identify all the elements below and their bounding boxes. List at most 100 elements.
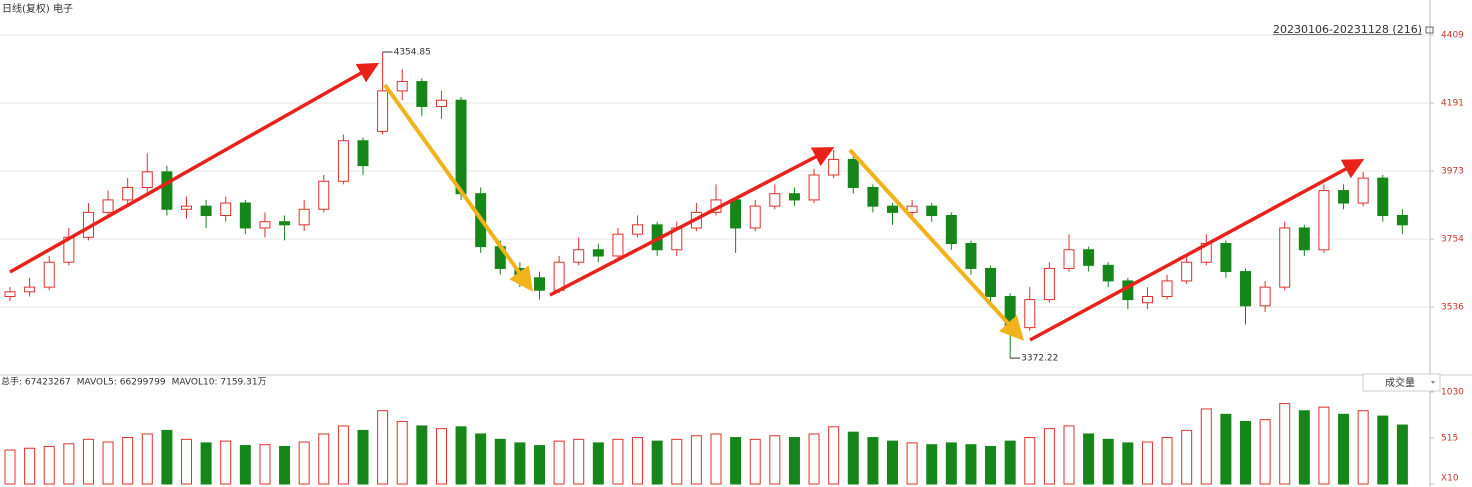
annotation: 4354.85 xyxy=(394,48,431,58)
trend-arrow xyxy=(848,148,1025,341)
candle-body xyxy=(1298,227,1310,251)
candle-body xyxy=(1259,286,1271,307)
candle-body xyxy=(1357,177,1369,204)
volume-bar xyxy=(122,437,134,485)
volume-bar xyxy=(1396,424,1408,485)
volume-bar xyxy=(1240,420,1251,485)
candle-body xyxy=(298,208,310,226)
volume-bar xyxy=(161,429,173,485)
lock-icon xyxy=(1425,26,1434,34)
volume-bar xyxy=(279,445,291,485)
volume-bar xyxy=(357,429,369,485)
candle-body xyxy=(1318,190,1330,251)
chart-title: 日线(复权) 电子 xyxy=(2,2,73,15)
candle-body xyxy=(1396,214,1408,226)
volume-bar xyxy=(1122,442,1134,485)
volume-bar xyxy=(769,435,781,485)
volume-bar xyxy=(749,438,761,485)
candle-body xyxy=(926,205,938,216)
candle-body xyxy=(828,158,840,176)
candle-body xyxy=(318,180,330,210)
selector-label[interactable]: 成交量 xyxy=(1385,376,1415,389)
volume-bar xyxy=(377,410,389,485)
volume-bar xyxy=(926,444,938,485)
volume-bar xyxy=(828,426,840,485)
trend-arrows xyxy=(9,62,1365,342)
y-tick-label: 4191 xyxy=(1441,99,1464,109)
candle-body xyxy=(573,249,585,263)
volume-bar xyxy=(63,443,75,485)
y-tick-label: 3973 xyxy=(1441,166,1464,176)
volume-bar xyxy=(396,420,408,485)
volume-bar xyxy=(1298,410,1310,485)
volume-bar xyxy=(867,437,879,485)
y-tick-label: 3754 xyxy=(1441,235,1464,245)
candle-body xyxy=(43,261,55,288)
range-label: 20230106-20231128 (216) xyxy=(1273,23,1422,36)
indicator-selector[interactable] xyxy=(1362,373,1441,392)
volume-bar xyxy=(1043,428,1055,485)
candle-body xyxy=(1240,271,1251,307)
candle-body xyxy=(592,249,604,257)
volume-bar xyxy=(102,441,114,485)
volume-bar xyxy=(632,437,644,485)
candle-body xyxy=(4,291,16,297)
candle-body xyxy=(161,171,173,210)
volume-bar xyxy=(4,449,16,485)
volume-bar xyxy=(710,433,722,485)
volume-bar xyxy=(200,442,212,485)
trend-arrow xyxy=(549,147,835,297)
volume-bar xyxy=(788,437,800,485)
volume-bar xyxy=(239,445,251,485)
volume-bar xyxy=(1259,419,1271,485)
candle-body xyxy=(1220,243,1232,273)
volume-bar xyxy=(612,438,624,485)
volume-bar xyxy=(1024,437,1036,485)
candle-body xyxy=(965,243,977,269)
candle-body xyxy=(788,193,800,201)
volume-bar xyxy=(24,447,36,485)
candle-body xyxy=(1102,264,1114,282)
y-tick-label: 3536 xyxy=(1441,303,1464,313)
candle-body xyxy=(1279,227,1291,288)
volume-bar xyxy=(220,440,232,485)
candle-body xyxy=(200,205,212,216)
volume-bar xyxy=(730,437,742,485)
volume-bar xyxy=(1200,408,1212,485)
candle-body xyxy=(122,186,134,201)
candle-body xyxy=(455,99,467,195)
candle-body xyxy=(867,186,879,207)
volume-legend: 总手: 67423267 xyxy=(1,376,71,388)
candle-body xyxy=(377,90,389,132)
candle-body xyxy=(1161,280,1173,297)
candle-body xyxy=(337,140,349,182)
candle-body xyxy=(534,277,545,291)
candle-body xyxy=(906,205,918,213)
volume-bar xyxy=(1279,403,1291,485)
candle-body xyxy=(1181,261,1193,282)
volume-bar xyxy=(475,433,487,485)
trend-arrow xyxy=(9,62,380,274)
candle-body xyxy=(259,221,271,229)
volume-bar xyxy=(1102,438,1114,485)
volume-bar xyxy=(808,433,820,485)
y-tick-label: 4409 xyxy=(1441,31,1464,41)
volume-bar xyxy=(985,445,997,485)
candle-body xyxy=(612,233,624,257)
candle-body xyxy=(416,81,428,107)
volume-bar xyxy=(553,440,565,485)
candle-body xyxy=(102,199,114,213)
candle-body xyxy=(985,267,997,297)
volume-legend: MAVOL5: 66299799 xyxy=(77,378,166,388)
dropdown-arrow[interactable] xyxy=(1431,381,1435,384)
volume-bar xyxy=(494,438,506,485)
candle-body xyxy=(1083,249,1095,266)
candle-body xyxy=(239,202,251,229)
volume-bar xyxy=(1357,410,1369,485)
volume-bar xyxy=(181,438,192,485)
candle-body xyxy=(181,205,192,210)
volume-bar xyxy=(945,442,957,485)
candle-body xyxy=(396,81,408,92)
volume-bar xyxy=(298,441,310,485)
